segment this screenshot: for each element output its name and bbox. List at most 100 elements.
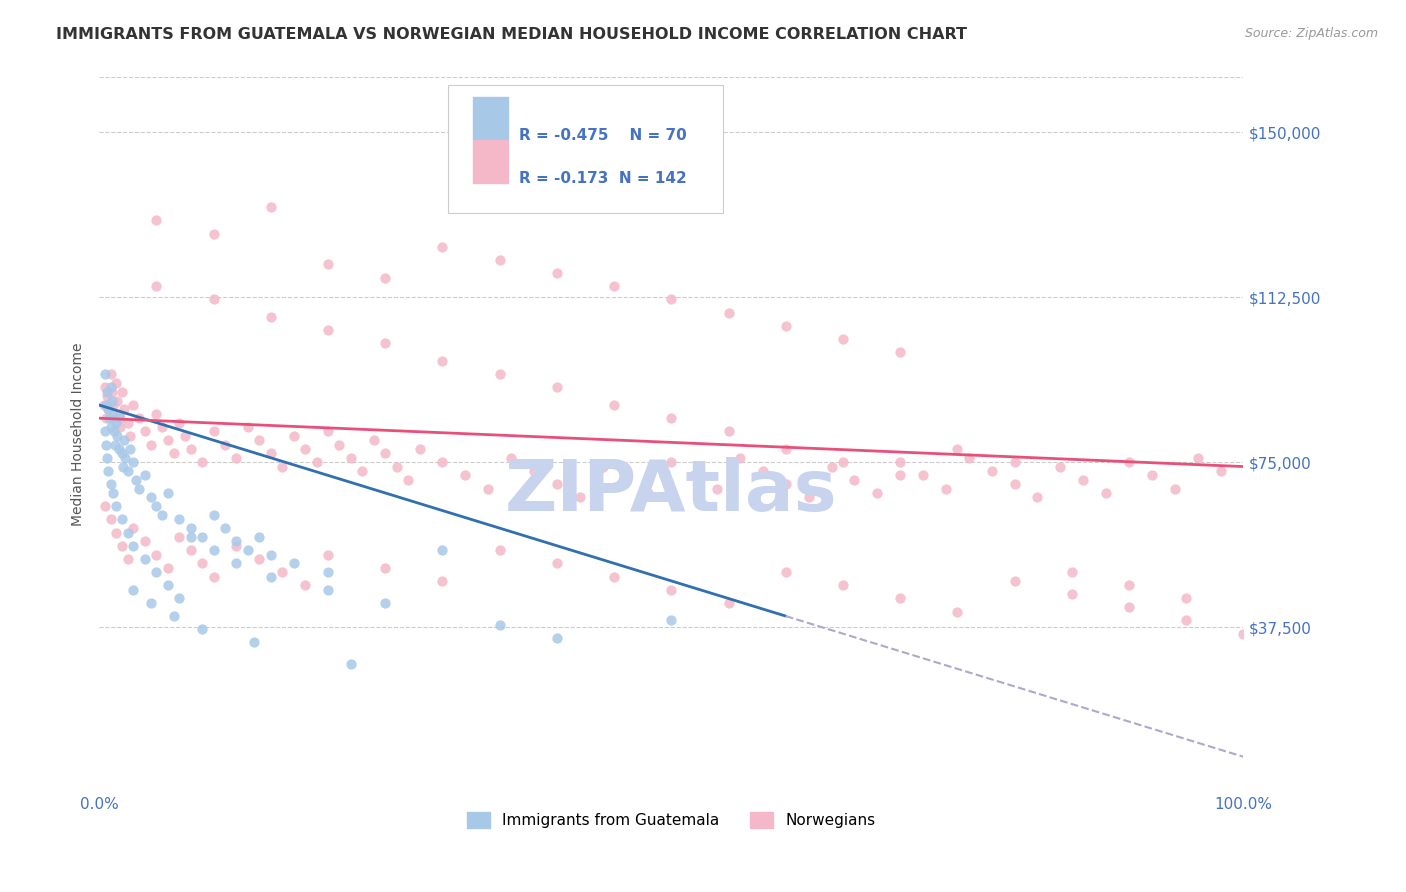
Point bbox=[103, 411, 125, 425]
Point bbox=[167, 512, 190, 526]
Point bbox=[100, 512, 122, 526]
Point bbox=[94, 425, 117, 439]
Point bbox=[717, 425, 740, 439]
Point bbox=[180, 442, 202, 456]
Point bbox=[432, 574, 454, 588]
Point bbox=[225, 534, 247, 549]
Point bbox=[118, 442, 141, 456]
Point bbox=[1004, 574, 1026, 588]
Text: R = -0.173  N = 142: R = -0.173 N = 142 bbox=[519, 171, 688, 186]
Point bbox=[94, 380, 117, 394]
Point bbox=[139, 437, 162, 451]
Point bbox=[111, 384, 134, 399]
Point bbox=[139, 491, 162, 505]
Point bbox=[1118, 455, 1140, 469]
Point bbox=[101, 486, 124, 500]
Point bbox=[134, 534, 156, 549]
Y-axis label: Median Household Income: Median Household Income bbox=[72, 343, 86, 526]
Point bbox=[454, 468, 477, 483]
Point bbox=[844, 473, 866, 487]
Point bbox=[775, 442, 797, 456]
Point bbox=[283, 429, 305, 443]
Point bbox=[202, 508, 225, 522]
Point bbox=[107, 393, 129, 408]
Point bbox=[150, 508, 173, 522]
Point bbox=[1060, 565, 1083, 579]
Point bbox=[1175, 614, 1198, 628]
Point bbox=[145, 213, 167, 227]
Point bbox=[105, 499, 128, 513]
Point bbox=[1232, 626, 1254, 640]
Point bbox=[260, 200, 283, 214]
Legend: Immigrants from Guatemala, Norwegians: Immigrants from Guatemala, Norwegians bbox=[461, 806, 882, 834]
Point bbox=[100, 368, 122, 382]
Point bbox=[1004, 477, 1026, 491]
Point bbox=[202, 425, 225, 439]
Point bbox=[271, 565, 294, 579]
Point bbox=[107, 442, 129, 456]
Point bbox=[191, 455, 214, 469]
Point bbox=[242, 635, 264, 649]
Point bbox=[156, 486, 179, 500]
Point bbox=[432, 354, 454, 368]
Point bbox=[603, 279, 626, 293]
Point bbox=[125, 473, 148, 487]
Point bbox=[752, 464, 775, 478]
Point bbox=[820, 459, 842, 474]
Text: Source: ZipAtlas.com: Source: ZipAtlas.com bbox=[1244, 27, 1378, 40]
Point bbox=[100, 393, 122, 408]
Point bbox=[145, 548, 167, 562]
Point bbox=[247, 433, 270, 447]
Point bbox=[603, 398, 626, 412]
Point bbox=[111, 446, 134, 460]
Point bbox=[145, 279, 167, 293]
Point bbox=[247, 552, 270, 566]
Point bbox=[316, 257, 339, 271]
Point bbox=[340, 657, 363, 672]
Point bbox=[94, 398, 117, 412]
Point bbox=[156, 560, 179, 574]
Point bbox=[114, 450, 136, 465]
Point bbox=[134, 425, 156, 439]
Point bbox=[104, 437, 127, 451]
Point bbox=[488, 543, 510, 558]
Point bbox=[432, 455, 454, 469]
Point bbox=[294, 442, 316, 456]
Point bbox=[396, 473, 419, 487]
Point bbox=[683, 468, 706, 483]
Point bbox=[202, 569, 225, 583]
Point bbox=[1175, 591, 1198, 606]
Point bbox=[889, 468, 911, 483]
Point bbox=[1004, 455, 1026, 469]
Point bbox=[1118, 600, 1140, 615]
Point bbox=[316, 425, 339, 439]
Point bbox=[775, 318, 797, 333]
Point bbox=[101, 407, 124, 421]
Point bbox=[111, 512, 134, 526]
Point bbox=[202, 293, 225, 307]
Point bbox=[271, 459, 294, 474]
Point bbox=[94, 437, 117, 451]
Point bbox=[912, 468, 935, 483]
Point bbox=[139, 596, 162, 610]
Point bbox=[1209, 464, 1232, 478]
Point bbox=[832, 455, 855, 469]
Point bbox=[247, 530, 270, 544]
Point bbox=[94, 411, 117, 425]
Point bbox=[145, 499, 167, 513]
Text: R = -0.475    N = 70: R = -0.475 N = 70 bbox=[519, 128, 688, 143]
Point bbox=[108, 420, 131, 434]
Point bbox=[117, 464, 139, 478]
Point bbox=[128, 482, 150, 496]
Point bbox=[1071, 473, 1094, 487]
Point bbox=[374, 596, 396, 610]
Point bbox=[659, 293, 682, 307]
Point bbox=[363, 433, 385, 447]
Point bbox=[107, 407, 129, 421]
Point bbox=[316, 548, 339, 562]
Point bbox=[191, 622, 214, 636]
Point bbox=[108, 411, 131, 425]
Point bbox=[316, 323, 339, 337]
Point bbox=[1187, 450, 1209, 465]
Point bbox=[294, 578, 316, 592]
